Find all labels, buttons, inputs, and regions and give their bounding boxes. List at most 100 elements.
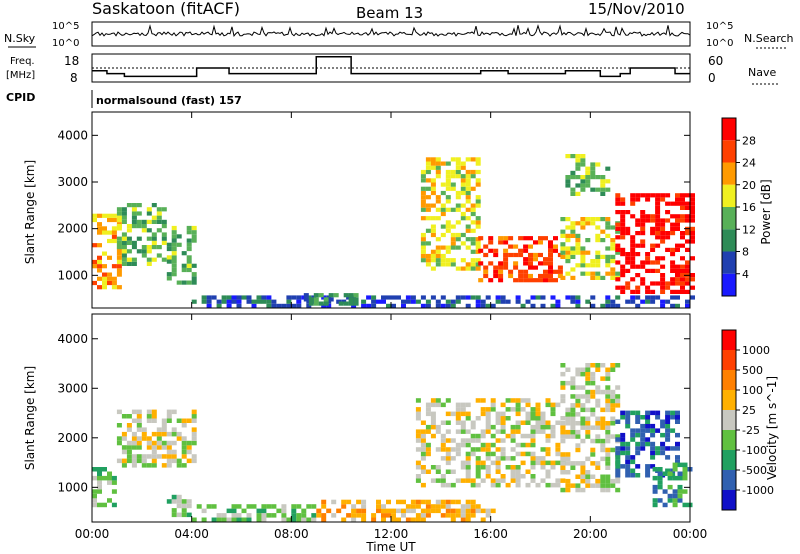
echo-cell [102,213,107,218]
echo-cell [605,398,611,404]
echo-cell [665,432,671,438]
echo-cell [600,421,606,426]
echo-cell [318,293,324,298]
echo-cell [605,254,611,259]
echo-cell [181,423,187,428]
echo-cell [570,407,576,413]
echo-cell [126,228,132,233]
echo-cell [131,445,137,450]
echo-cell [161,463,167,468]
echo-cell [420,195,426,200]
echo-cell [151,232,157,237]
echo-cell [455,203,461,208]
time-tick-label: 04:00 [174,527,209,541]
echo-cell [475,299,481,304]
echo-cell [605,403,611,408]
echo-cell [652,489,658,494]
echo-cell [475,456,481,461]
echo-cell [465,411,471,417]
echo-cell [480,299,486,304]
echo-cell [685,231,690,236]
echo-cell [146,409,152,415]
echo-cell [610,389,616,395]
echo-cell [480,460,486,466]
echo-cell [465,416,471,421]
echo-cell [620,450,626,456]
echo-cell [485,474,491,479]
echo-cell [440,203,446,208]
echo-cell [460,190,466,196]
echo-cell [470,513,476,518]
echo-cell [655,415,661,420]
echo-cell [341,499,347,505]
echo-cell [498,269,504,274]
echo-cell [376,508,381,514]
echo-cell [336,508,342,514]
echo-cell [131,207,137,212]
echo-cell [575,303,581,308]
time-tick-label: 00:00 [75,527,110,541]
echo-cell [470,241,476,246]
echo-cell [580,421,586,426]
echo-cell [176,463,182,468]
echo-cell [605,461,611,466]
echo-cell [625,455,631,460]
echo-cell [630,214,636,219]
echo-cell [650,410,656,416]
echo-cell [420,469,426,474]
echo-cell [455,411,461,417]
y-tick-label: 2000 [57,222,88,236]
echo-cell [405,504,411,509]
echo-cell [191,238,197,243]
echo-cell [520,407,526,412]
colorbar-swatch [722,207,736,230]
echo-cell [435,447,441,452]
echo-cell [650,231,656,236]
echo-cell [530,429,536,434]
echo-cell [480,465,486,470]
echo-cell [445,199,451,204]
echo-cell [440,253,446,259]
echo-cell [460,460,466,466]
echo-cell [655,210,661,215]
echo-cell [141,431,147,437]
echo-cell [465,195,471,200]
echo-cell [281,303,287,308]
echo-cell [610,483,616,488]
echo-cell [415,447,421,452]
echo-cell [151,458,157,464]
echo-cell [136,211,142,216]
echo-cell [493,265,499,270]
echo-cell [415,517,421,522]
echo-cell [670,415,676,420]
echo-cell [445,258,451,263]
echo-cell [595,385,601,390]
echo-cell [116,409,122,415]
echo-cell [291,504,297,509]
echo-cell [116,285,122,290]
echo-cell [515,420,521,425]
echo-cell [107,255,112,260]
echo-cell [515,299,521,304]
echo-cell [595,233,601,238]
echo-cell [116,423,122,428]
nsearch-label: N.Search [744,32,794,45]
echo-cell [483,265,489,270]
echo-cell [675,295,680,300]
echo-cell [580,461,586,466]
echo-cell [420,420,426,425]
echo-cell [570,187,576,192]
echo-cell [151,418,157,423]
echo-cell [126,261,132,266]
echo-cell [425,451,431,457]
echo-cell [590,175,596,180]
echo-cell [111,264,117,269]
echo-cell [570,233,576,238]
echo-cell [475,266,481,271]
echo-cell [610,299,616,304]
echo-cell [615,446,621,451]
echo-cell [538,261,543,266]
echo-cell [615,229,621,234]
echo-cell [485,429,491,434]
